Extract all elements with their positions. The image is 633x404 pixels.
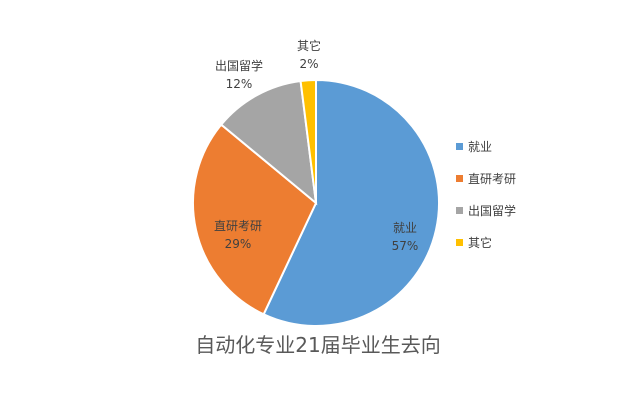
legend-label-1: 就业 — [468, 140, 492, 154]
data-labels: 就业 57% 直研考研 29% 出国留学 12% 其它 2% — [214, 38, 418, 253]
pie-slice-4 — [299, 78, 317, 204]
legend-swatch-2 — [456, 175, 463, 182]
pie-slices — [192, 78, 440, 327]
legend-label-4: 其它 — [468, 235, 492, 250]
data-label-category-4: 其它 — [297, 38, 321, 53]
legend-swatch-4 — [456, 239, 463, 246]
chart-title: 自动化专业21届毕业生去向 — [195, 333, 440, 357]
legend-swatch-1 — [456, 143, 463, 150]
data-label-percent-3: 12% — [226, 77, 253, 91]
legend-label-3: 出国留学 — [468, 203, 516, 218]
data-label-category-1: 就业 — [393, 221, 417, 235]
data-label-percent-4: 2% — [299, 57, 318, 71]
data-label-category-3: 出国留学 — [215, 58, 263, 73]
data-label-percent-1: 57% — [392, 239, 419, 253]
data-label-category-2: 直研考研 — [214, 219, 262, 233]
legend-label-2: 直研考研 — [468, 172, 516, 186]
pie-slice-2 — [192, 123, 318, 316]
pie-slice-3 — [219, 79, 318, 206]
data-label-percent-2: 29% — [225, 237, 252, 251]
legend-swatch-3 — [456, 207, 463, 214]
pie-slice-1 — [262, 78, 440, 327]
